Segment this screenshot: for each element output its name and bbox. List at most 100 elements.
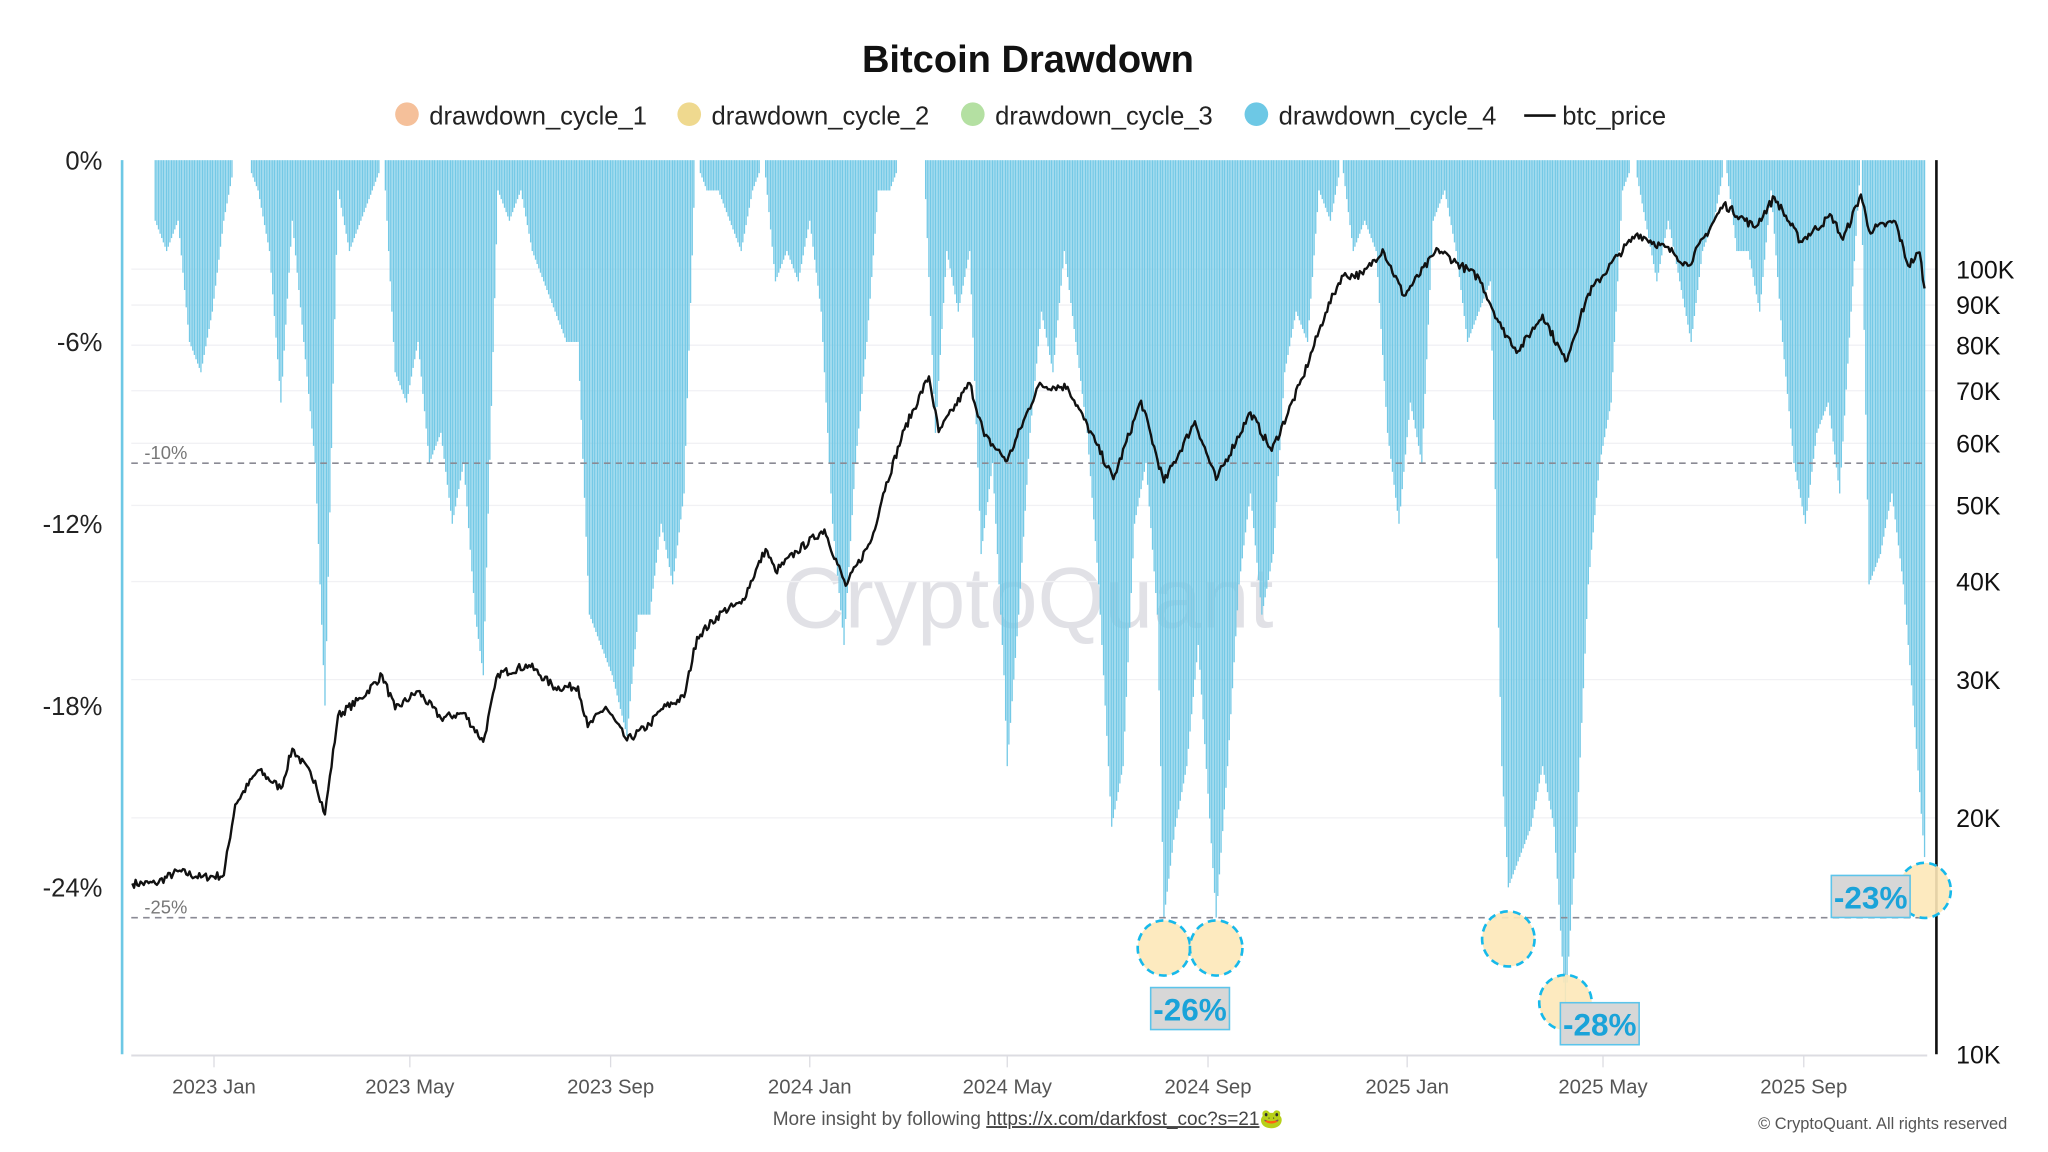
drawdown-bar [601, 160, 604, 650]
drawdown-bar [428, 160, 431, 464]
drawdown-bar [924, 160, 927, 200]
drawdown-bar [1675, 160, 1678, 265]
copyright: © CryptoQuant. All rights reserved [1758, 1115, 2007, 1133]
drawdown-bar [639, 160, 641, 615]
drawdown-bar [1759, 160, 1761, 312]
drawdown-bar [1693, 160, 1696, 316]
drawdown-bar [301, 160, 303, 325]
drawdown-bar [1920, 160, 1922, 814]
drawdown-bar [660, 160, 662, 524]
drawdown-bar [985, 160, 987, 516]
drawdown-bar [1315, 160, 1317, 234]
footer-link[interactable]: https://x.com/darkfost_coc?s=21 [986, 1109, 1259, 1130]
drawdown-bar [1031, 160, 1033, 416]
drawdown-bar [867, 160, 870, 321]
drawdown-bar [182, 160, 184, 273]
drawdown-bar [1155, 160, 1157, 594]
drawdown-bar [1248, 160, 1250, 507]
drawdown-bar [1089, 160, 1092, 477]
drawdown-bar [229, 160, 231, 187]
drawdown-bar [683, 160, 685, 494]
drawdown-bar [399, 160, 401, 386]
drawdown-bar [1050, 160, 1052, 364]
drawdown-bar [1266, 160, 1268, 589]
drawdown-bar [1202, 160, 1204, 720]
drawdown-bar [280, 160, 282, 403]
drawdown-bar [1251, 160, 1253, 511]
drawdown-bar [374, 160, 377, 182]
drawdown-bar [685, 160, 687, 446]
drawdown-bar [1368, 160, 1371, 234]
drawdown-bar [1444, 160, 1446, 191]
drawdown-bar [1337, 160, 1340, 178]
drawdown-bar [556, 160, 558, 316]
drawdown-bar [376, 160, 378, 178]
drawdown-bar [161, 160, 163, 239]
y-left-tick-label: -18% [43, 693, 103, 721]
drawdown-bar [1437, 160, 1439, 208]
drawdown-bar [386, 160, 388, 221]
drawdown-bar [1138, 160, 1141, 498]
x-tick-label: 2024 May [963, 1077, 1053, 1099]
drawdown-bar [1127, 160, 1129, 663]
drawdown-bar [957, 160, 959, 312]
drawdown-bar [489, 160, 491, 460]
drawdown-bar [970, 160, 973, 295]
drawdown-bar [1711, 160, 1714, 226]
drawdown-bar [1778, 160, 1780, 299]
drawdown-bar [893, 160, 896, 178]
drawdown-bar [1308, 160, 1310, 321]
drawdown-bar [1359, 160, 1361, 234]
drawdown-bar [228, 160, 230, 195]
drawdown-bar [1806, 160, 1808, 511]
drawdown-bar [169, 160, 171, 243]
drawdown-bar [1819, 160, 1821, 425]
drawdown-bar [1176, 160, 1178, 819]
drawdown-bar [703, 160, 705, 182]
drawdown-bar [1445, 160, 1447, 200]
drawdown-bar [1421, 160, 1423, 464]
drawdown-bar [529, 160, 532, 243]
drawdown-bar [1757, 160, 1759, 304]
drawdown-bar [551, 160, 553, 304]
drawdown-bar [308, 160, 310, 394]
drawdown-bar [831, 160, 834, 524]
drawdown-bar [298, 160, 300, 291]
drawdown-bar [1112, 160, 1115, 819]
drawdown-bar [991, 160, 994, 464]
drawdown-bar [1745, 160, 1748, 252]
drawdown-bar [1682, 160, 1684, 299]
drawdown-bar [1690, 160, 1692, 342]
drawdown-bar [1096, 160, 1098, 563]
drawdown-bar [187, 160, 189, 325]
drawdown-bar [547, 160, 550, 295]
drawdown-bar [273, 160, 276, 316]
drawdown-bar [397, 160, 400, 381]
drawdown-bar [964, 160, 966, 278]
drawdown-bar [833, 160, 835, 542]
drawdown-bar [1599, 160, 1601, 464]
drawdown-bar [1218, 160, 1221, 875]
drawdown-bar [557, 160, 560, 321]
drawdown-bar [1504, 160, 1506, 827]
drawdown-bar [415, 160, 418, 351]
drawdown-bar [183, 160, 186, 291]
drawdown-bar [1506, 160, 1508, 858]
drawdown-bar [544, 160, 546, 286]
drawdown-bar [1899, 160, 1901, 559]
drawdown-bar [471, 160, 473, 572]
drawdown-bar [755, 160, 757, 182]
drawdown-bar [508, 160, 511, 221]
drawdown-bar [756, 160, 759, 178]
drawdown-bar [1781, 160, 1784, 342]
drawdown-bar [1871, 160, 1873, 576]
drawdown-bar [420, 160, 422, 377]
drawdown-bar [1639, 160, 1642, 195]
drawdown-bar [1886, 160, 1888, 520]
y-right-tick-label: 90K [1956, 292, 2001, 320]
drawdown-bar [1577, 160, 1580, 793]
drawdown-bar [603, 160, 605, 654]
drawdown-bar [1553, 160, 1555, 827]
drawdown-bar [1303, 160, 1305, 334]
drawdown-bar [477, 160, 480, 639]
